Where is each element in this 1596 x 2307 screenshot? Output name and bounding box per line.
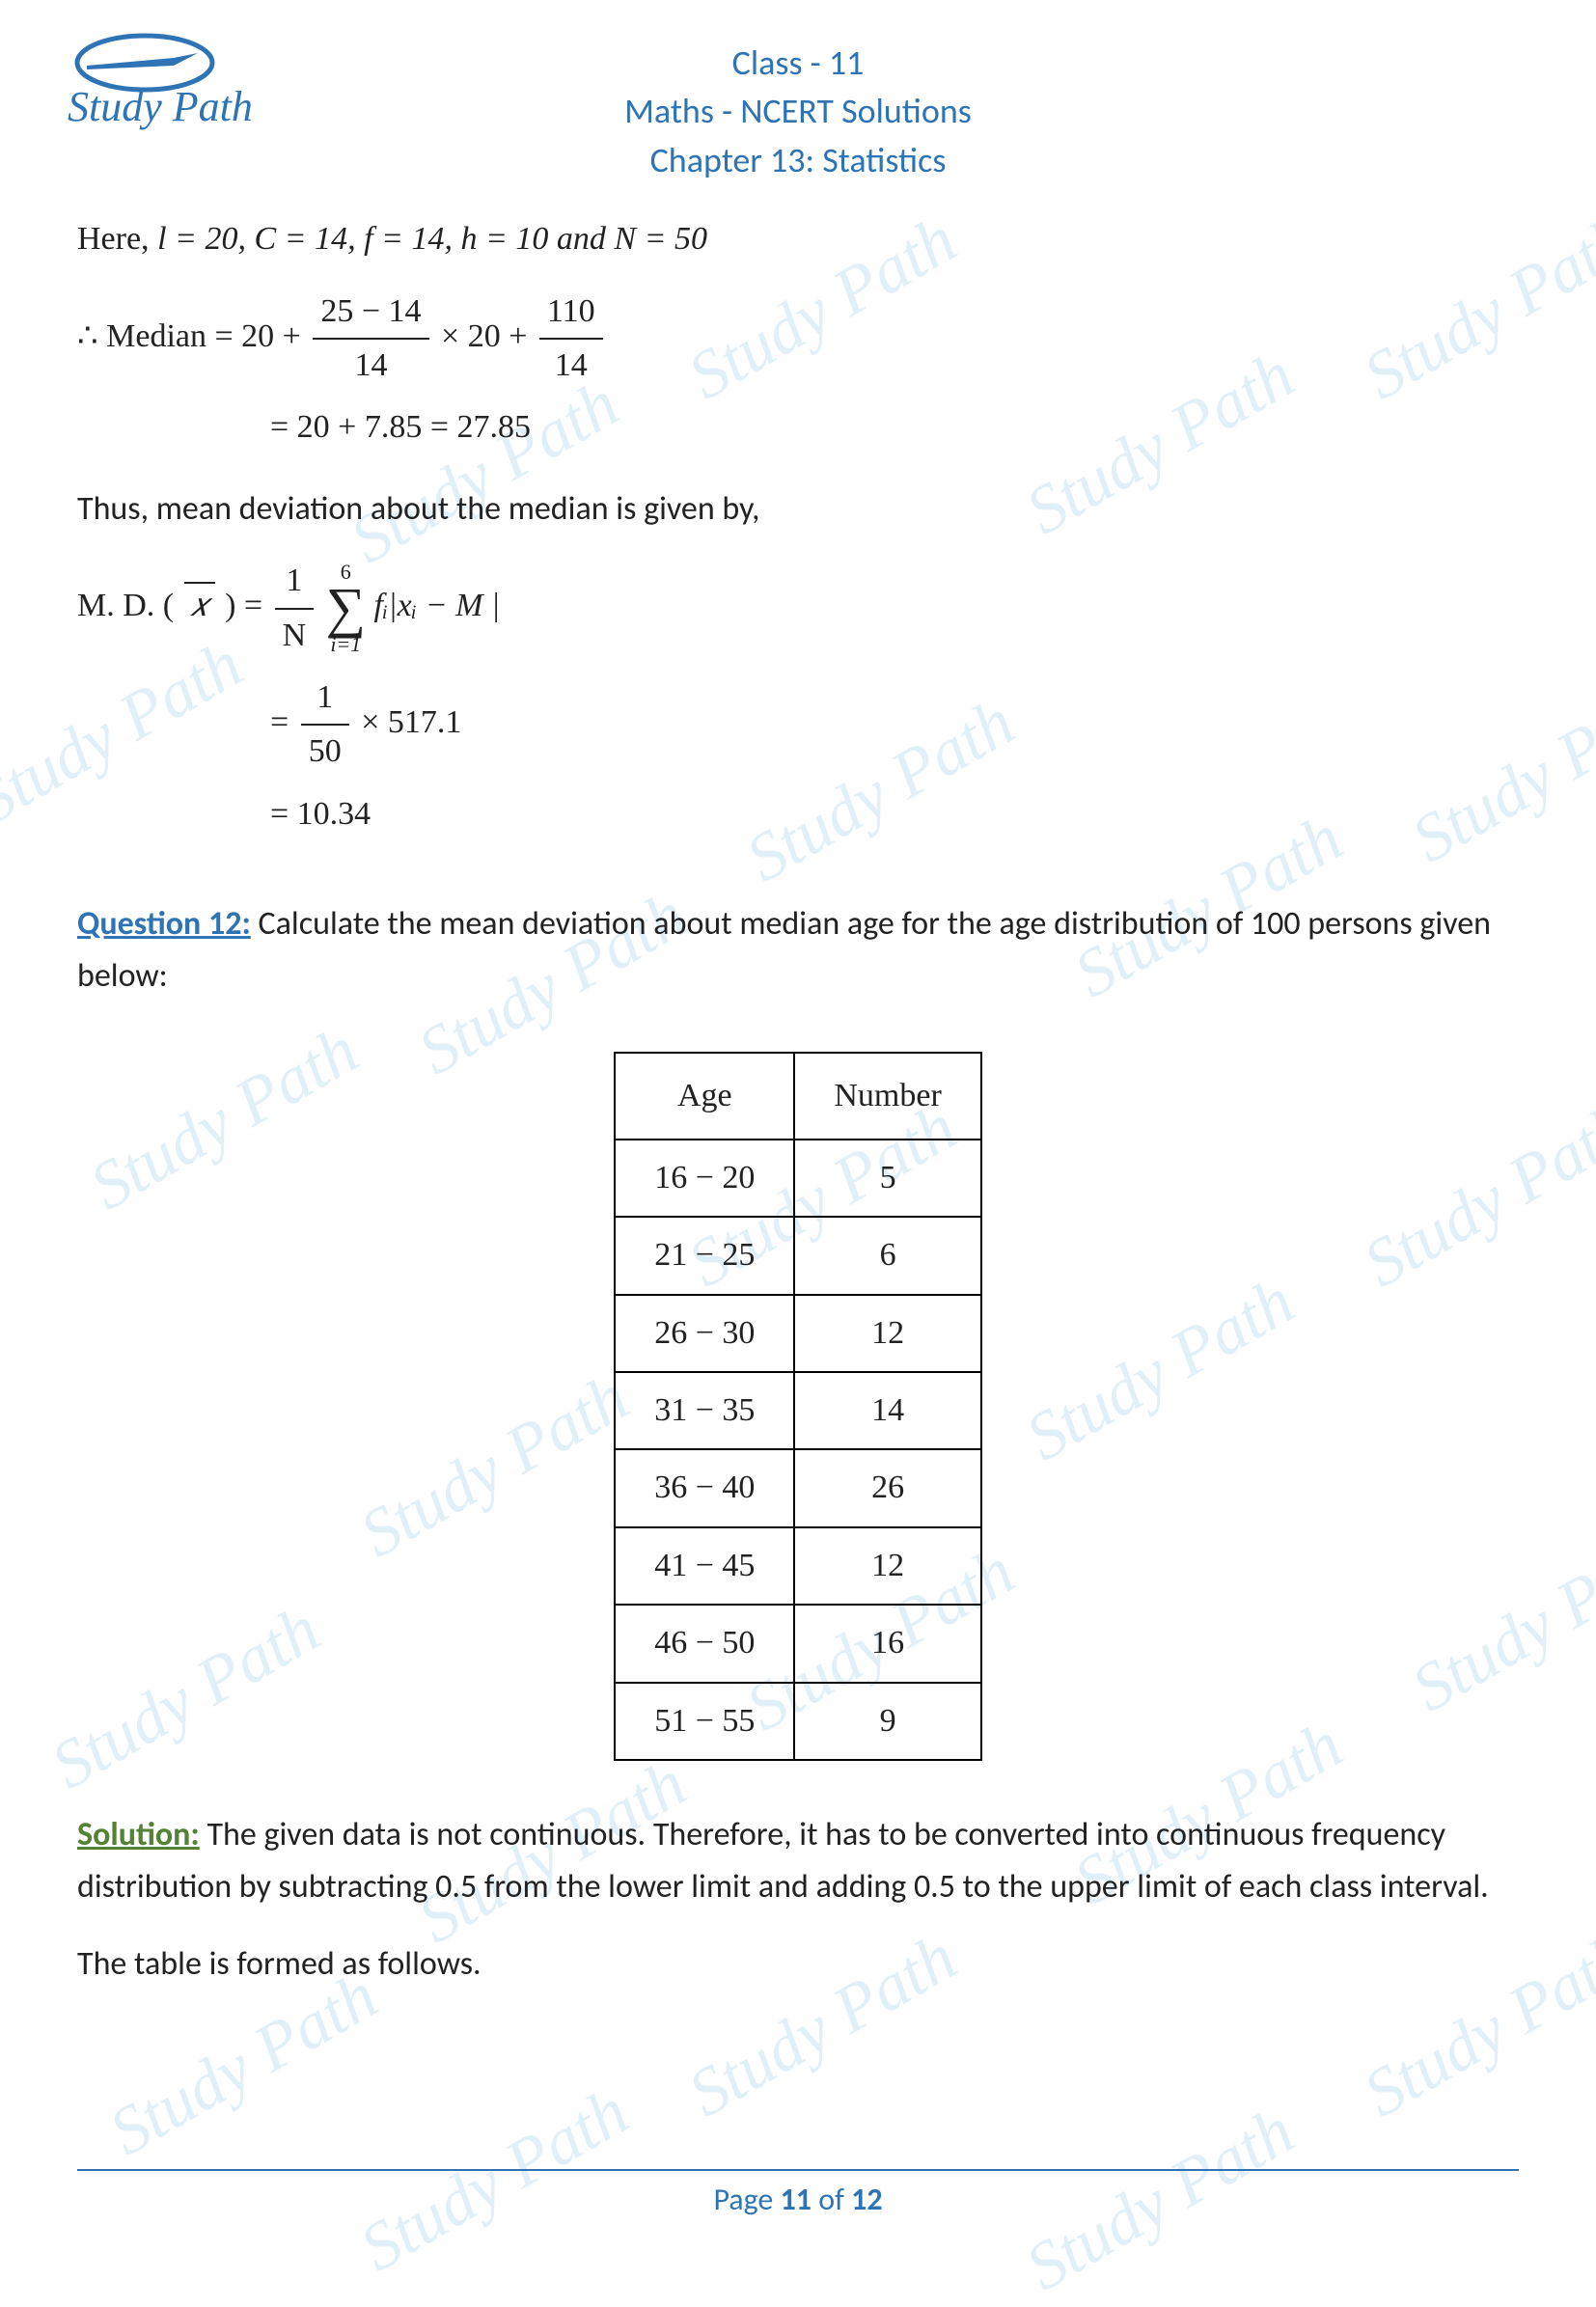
table-row: 36 − 4026 (615, 1449, 981, 1526)
header-subject: Maths - NCERT Solutions (77, 87, 1519, 135)
md-close: ) = (217, 588, 263, 623)
text-vars: l = 20, C = 14, f = 14, h = 10 and N = 5… (157, 221, 707, 257)
logo: Study Path (58, 29, 270, 140)
solution-text: The given data is not continuous. Theref… (77, 1815, 1489, 1907)
table-cell: 31 − 35 (615, 1372, 794, 1449)
frac-num: 25 − 14 (313, 286, 428, 340)
table-cell: 6 (794, 1217, 980, 1294)
table-cell: 51 − 55 (615, 1683, 794, 1760)
xbar-symbol: 𝑥 (182, 580, 217, 632)
text-here: Here, (77, 221, 157, 257)
solution-line2: The table is formed as follows. (77, 1938, 1519, 1991)
table-header: Number (794, 1053, 980, 1140)
given-values: Here, l = 20, C = 14, f = 14, h = 10 and… (77, 213, 1519, 265)
median-equation: ∴ Median = 20 + 25 − 1414 × 20 + 11014 (77, 286, 1519, 393)
table-cell: 26 − 30 (615, 1295, 794, 1372)
md-frac-num: 1 (275, 555, 315, 609)
md-label: M. D. ( (77, 588, 182, 623)
table-row: 16 − 205 (615, 1140, 981, 1217)
md-intro: Thus, mean deviation about the median is… (77, 483, 1519, 536)
header-chapter: Chapter 13: Statistics (77, 136, 1519, 184)
page-header: Class - 11 Maths - NCERT Solutions Chapt… (77, 39, 1519, 184)
table-row: 21 − 256 (615, 1217, 981, 1294)
footer-of: of (812, 2181, 851, 2218)
s2-mult: × 517.1 (361, 704, 461, 740)
table-cell: 14 (794, 1372, 980, 1449)
md-formula: M. D. ( 𝑥 ) = 1N 6 ∑ i=1 fᵢ|xᵢ − M | (77, 555, 1519, 662)
table-cell: 36 − 40 (615, 1449, 794, 1526)
table-row: 46 − 5016 (615, 1605, 981, 1682)
md-frac-den: N (275, 610, 315, 662)
sigma-icon: 6 ∑ i=1 (326, 562, 366, 654)
median-result: = 20 + 7.85 = 27.85 (77, 401, 1519, 453)
s2-den: 50 (301, 726, 349, 778)
table-cell: 41 − 45 (615, 1527, 794, 1605)
question-text: Calculate the mean deviation about media… (77, 904, 1491, 996)
question-12: Question 12: Calculate the mean deviatio… (77, 898, 1519, 1991)
frac-den-2: 14 (539, 340, 603, 392)
solution-label: Solution: (77, 1815, 200, 1854)
s2-num: 1 (301, 672, 349, 726)
table-cell: 12 (794, 1527, 980, 1605)
median-label: ∴ Median = 20 + (77, 318, 301, 354)
md-result: = 10.34 (77, 788, 1519, 840)
table-cell: 21 − 25 (615, 1217, 794, 1294)
table-row: 31 − 3514 (615, 1372, 981, 1449)
frac-den: 14 (313, 340, 428, 392)
table-row: 26 − 3012 (615, 1295, 981, 1372)
table-row: 41 − 4512 (615, 1527, 981, 1605)
question-label: Question 12: (77, 904, 251, 944)
table-cell: 12 (794, 1295, 980, 1372)
table-row: 51 − 559 (615, 1683, 981, 1760)
content-body: Here, l = 20, C = 14, f = 14, h = 10 and… (77, 213, 1519, 1991)
md-step2: = 150 × 517.1 (77, 672, 1519, 779)
table-cell: 5 (794, 1140, 980, 1217)
age-table: AgeNumber 16 − 20521 − 25626 − 301231 − … (614, 1052, 982, 1761)
table-cell: 26 (794, 1449, 980, 1526)
table-header: Age (615, 1053, 794, 1140)
table-cell: 9 (794, 1683, 980, 1760)
header-class: Class - 11 (77, 39, 1519, 87)
md-expr: fᵢ|xᵢ − M | (373, 588, 500, 623)
page-footer: Page 11 of 12 (77, 2169, 1519, 2218)
mult-text: × 20 + (441, 318, 527, 354)
footer-total: 12 (851, 2181, 882, 2218)
svg-text:Study Path: Study Path (68, 83, 253, 130)
footer-prefix: Page (713, 2181, 780, 2218)
frac-num-2: 110 (539, 286, 603, 340)
table-cell: 16 (794, 1605, 980, 1682)
table-cell: 46 − 50 (615, 1605, 794, 1682)
table-cell: 16 − 20 (615, 1140, 794, 1217)
footer-current: 11 (781, 2181, 812, 2218)
